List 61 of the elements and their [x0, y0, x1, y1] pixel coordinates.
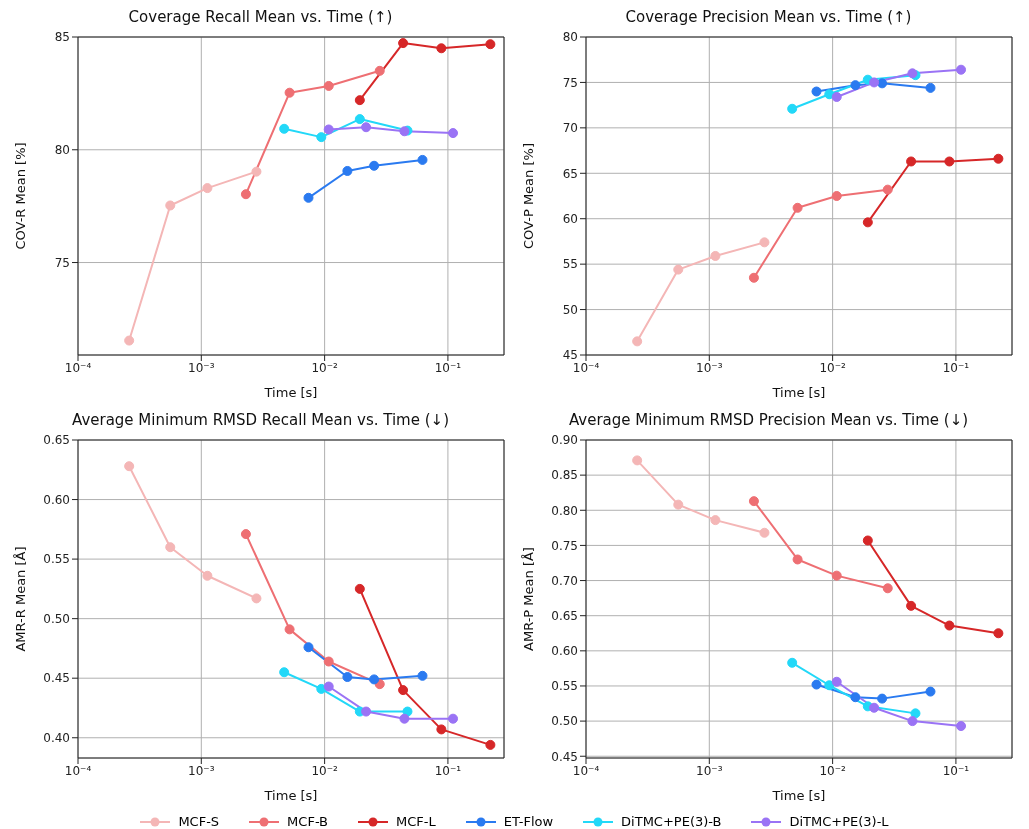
y-axis-title: AMR-R Mean [Å] [12, 546, 28, 652]
x-tick-label: 10⁻³ [188, 763, 215, 778]
x-tick-label: 10⁻⁴ [572, 763, 600, 778]
x-axis-title: Time [s] [263, 788, 318, 803]
legend-label: DiTMC+PE(3)-B [621, 814, 722, 829]
y-tick-label: 0.85 [551, 468, 578, 483]
y-tick-label: 55 [562, 257, 578, 272]
x-tick-label: 10⁻² [819, 763, 846, 778]
y-tick-label: 0.45 [43, 671, 70, 686]
legend-label: MCF-L [396, 814, 436, 829]
y-tick-label: 0.55 [551, 679, 578, 694]
y-tick-label: 0.65 [43, 433, 70, 448]
y-tick-label: 0.45 [551, 749, 578, 764]
y-tick-label: 0.60 [43, 492, 70, 507]
x-tick-label: 10⁻⁴ [572, 360, 600, 375]
x-axis-title: Time [s] [263, 385, 318, 400]
y-tick-label: 0.90 [551, 433, 578, 448]
x-tick-label: 10⁻¹ [942, 763, 970, 778]
y-tick-label: 0.80 [551, 503, 578, 518]
x-tick-label: 10⁻³ [696, 763, 723, 778]
y-tick-label: 0.50 [43, 611, 70, 626]
y-tick-label: 75 [54, 255, 70, 270]
y-tick-label: 0.50 [551, 714, 578, 729]
y-tick-label: 0.75 [551, 538, 578, 553]
y-tick-label: 50 [562, 302, 578, 317]
y-tick-label: 75 [562, 75, 578, 90]
x-tick-label: 10⁻¹ [942, 360, 970, 375]
y-tick-label: 80 [562, 30, 578, 45]
y-tick-label: 60 [562, 211, 578, 226]
x-tick-label: 10⁻² [311, 763, 338, 778]
legend-label: MCF-B [287, 814, 329, 829]
x-tick-label: 10⁻⁴ [64, 360, 92, 375]
y-tick-label: 80 [54, 143, 70, 158]
chart-title: Coverage Precision Mean vs. Time (↑) [624, 8, 913, 28]
y-axis-title: COV-R Mean [%] [12, 142, 28, 250]
y-tick-label: 70 [562, 121, 578, 136]
x-tick-label: 10⁻² [311, 360, 338, 375]
x-tick-label: 10⁻¹ [434, 360, 462, 375]
chart-title: Average Minimum RMSD Precision Mean vs. Time (↓) [567, 411, 970, 431]
y-tick-label: 0.65 [551, 608, 578, 623]
legend-label: MCF-S [178, 814, 220, 829]
x-tick-label: 10⁻² [819, 360, 846, 375]
chart-title: Average Minimum RMSD Recall Mean vs. Time (↓) [71, 411, 450, 431]
x-tick-label: 10⁻³ [696, 360, 723, 375]
y-axis-title: COV-P Mean [%] [520, 143, 536, 249]
x-tick-label: 10⁻⁴ [64, 763, 92, 778]
y-tick-label: 65 [562, 166, 578, 181]
legend-label: DiTMC+PE(3)-L [789, 814, 889, 829]
y-tick-label: 85 [54, 30, 70, 45]
x-axis-title: Time [s] [771, 788, 826, 803]
x-tick-label: 10⁻³ [188, 360, 215, 375]
y-tick-label: 0.40 [43, 731, 70, 746]
y-tick-label: 0.70 [551, 573, 578, 588]
y-axis-title: AMR-P Mean [Å] [520, 547, 536, 651]
y-tick-label: 45 [562, 348, 578, 363]
y-tick-label: 0.55 [43, 552, 70, 567]
x-tick-label: 10⁻¹ [434, 763, 462, 778]
y-tick-label: 0.60 [551, 644, 578, 659]
x-axis-title: Time [s] [771, 385, 826, 400]
legend-label: ET-Flow [503, 814, 554, 829]
chart-title: Coverage Recall Mean vs. Time (↑) [127, 8, 394, 28]
